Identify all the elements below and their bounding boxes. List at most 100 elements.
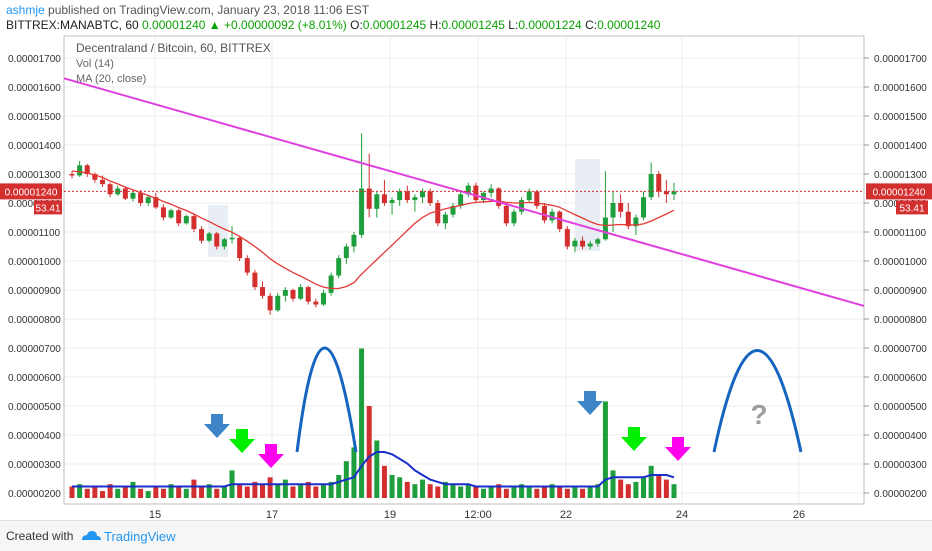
footer: Created with TradingView (0, 520, 932, 551)
x-tick-label: 15 (149, 509, 161, 520)
candle-body (397, 191, 403, 201)
volume-bar (313, 486, 319, 498)
y-tick-label-left: 0.00001000 (8, 257, 61, 268)
y-axis-right: 0.00001700 0.00001600 0.00001500 0.00001400… (864, 54, 927, 500)
candle-body (572, 240, 578, 247)
volume-bar (92, 486, 98, 498)
volume-bar (122, 486, 128, 498)
candle-body (130, 192, 136, 199)
candle-body (564, 229, 570, 247)
candle-body (252, 272, 258, 288)
candle-body (480, 192, 486, 201)
candle-body (290, 290, 296, 299)
candle-body (641, 197, 647, 218)
candle-body (366, 188, 372, 209)
volume-bar (115, 488, 121, 498)
candle-body (282, 290, 288, 296)
y-tick-label-left: 0.00000300 (8, 460, 61, 471)
volume-bar (328, 481, 334, 498)
candle-body (99, 179, 105, 185)
ma-label-left: 53.41 (35, 203, 60, 214)
last-price-label-right: 0.00001240 (873, 187, 926, 198)
y-tick-label-right: 0.00001400 (874, 141, 927, 152)
volume-bar (206, 484, 212, 498)
volume-bar (473, 486, 479, 498)
volume-bar (587, 486, 593, 498)
y-tick-label-right: 0.00000300 (874, 460, 927, 471)
candle-body (656, 174, 662, 192)
volume-bar (366, 406, 372, 498)
volume-bar (145, 491, 151, 498)
candle-body (663, 191, 669, 195)
candle-body (122, 188, 128, 199)
low-value: 0.00001224 (518, 18, 582, 32)
price-chart[interactable]: ? 0.00001700 0.00001600 0.00001500 0.000014… (0, 34, 932, 521)
candle-body (389, 200, 395, 203)
volume-ma-path (72, 451, 675, 488)
volume-bar (282, 479, 288, 498)
candle-body (359, 188, 365, 235)
candle-body (260, 287, 266, 296)
y-tick-label-right: 0.00000500 (874, 402, 927, 413)
volume-bar (602, 401, 608, 498)
last-price-tag-left (0, 183, 62, 200)
created-with-text: Created with (6, 529, 74, 543)
arch-curve-projection (712, 349, 803, 453)
volume-bar (336, 475, 342, 498)
candle-body (160, 207, 166, 218)
candle-body (549, 211, 555, 221)
candle-body (381, 194, 387, 203)
down-arrow-magenta-icon (258, 444, 284, 468)
volume-bar (488, 486, 494, 498)
high-label: H: (429, 18, 442, 32)
volume-bar (191, 479, 197, 498)
volume-bar (641, 477, 647, 498)
volume-bar (458, 486, 464, 498)
question-mark-icon: ? (750, 399, 767, 430)
volume-bar (260, 484, 266, 498)
y-tick-label-left: 0.00001400 (8, 141, 61, 152)
y-tick-label-left: 0.00000600 (8, 373, 61, 384)
volume-bar (420, 479, 426, 498)
volume-bar (389, 475, 395, 498)
candle-body (351, 234, 357, 247)
candle-body (191, 216, 197, 230)
chart-area[interactable]: ? 0.00001700 0.00001600 0.00001500 0.000014… (0, 34, 932, 521)
last-price: 0.00001240 (142, 18, 206, 32)
candle-body (343, 246, 349, 259)
candle-body (503, 205, 509, 224)
moving-average-line (71, 170, 675, 290)
close-value: 0.00001240 (597, 18, 661, 32)
volume-bar (496, 484, 502, 498)
y-tick-label-right: 0.00000400 (874, 431, 927, 442)
candle-body (519, 200, 525, 212)
x-tick-label: 26 (793, 509, 805, 520)
candle-body (77, 165, 83, 176)
y-tick-label-left: 0.00000700 (8, 344, 61, 355)
volume-bar (595, 484, 601, 498)
candle-body (320, 292, 326, 305)
candles (69, 133, 677, 315)
candle-body (450, 205, 456, 215)
y-tick-label-right: 0.00000200 (874, 489, 927, 500)
volume-bar (534, 488, 540, 498)
volume-bar (404, 481, 410, 498)
publish-line: ashmje published on TradingView.com, Jan… (6, 3, 369, 17)
candle-body (602, 217, 608, 240)
author-link[interactable]: ashmje (6, 3, 45, 17)
tradingview-brand[interactable]: TradingView (104, 529, 176, 544)
candle-body (625, 211, 631, 227)
volume-bar (442, 481, 448, 498)
price-tags: 0.00001240 0.00001240 53.41 53.41 (0, 183, 932, 215)
volume-bar (511, 486, 517, 498)
volume-bar (580, 488, 586, 498)
volume-bar (427, 484, 433, 498)
candle-body (458, 194, 464, 206)
candle-body (511, 211, 517, 224)
x-tick-label: 22 (560, 509, 572, 520)
candle-body (313, 301, 319, 305)
candle-body (420, 191, 426, 198)
volume-bars (69, 348, 677, 498)
tradingview-logo-icon[interactable] (80, 528, 102, 544)
volume-bar (663, 479, 669, 498)
